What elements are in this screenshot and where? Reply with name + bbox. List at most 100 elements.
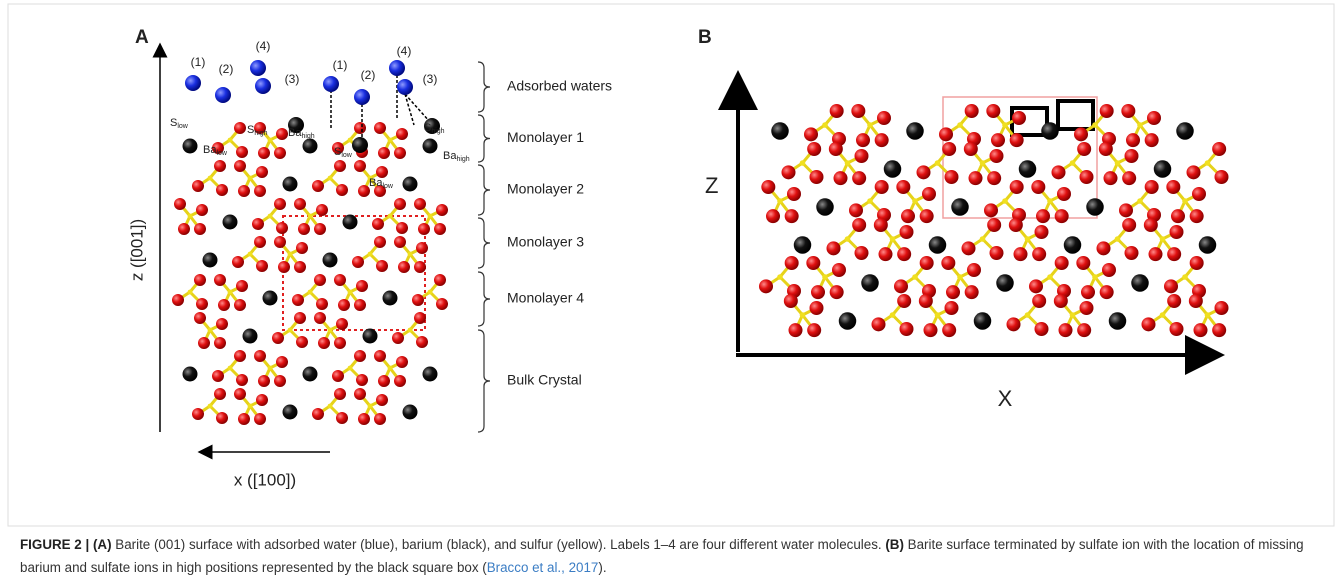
oxygen-atom <box>358 185 370 197</box>
sulfur-atom <box>777 198 783 204</box>
oxygen-atom <box>806 256 821 270</box>
oxygen-atom <box>1029 279 1043 294</box>
oxygen-atom <box>826 241 841 256</box>
oxygen-atom <box>989 149 1004 163</box>
oxygen-atom <box>216 184 228 196</box>
sulfur-atom <box>387 213 393 219</box>
oxygen-atom <box>394 198 406 210</box>
oxygen-atom <box>894 279 908 294</box>
barium-atom <box>1063 236 1082 254</box>
sulfur-atom <box>207 327 213 333</box>
sulfur-atom <box>777 274 783 280</box>
atom-label: Shigh <box>247 124 268 137</box>
oxygen-atom <box>354 388 366 400</box>
oxygen-atom <box>254 236 266 248</box>
oxygen-atom <box>1143 218 1158 232</box>
sulfur-atom <box>267 137 273 143</box>
barium-atom <box>771 122 789 140</box>
barium-atom <box>302 366 318 382</box>
oxygen-atom <box>256 394 268 406</box>
atom-subscript: low <box>382 183 393 190</box>
oxygen-atom <box>218 299 230 311</box>
oxygen-atom <box>1147 111 1161 125</box>
oxygen-atom <box>374 122 386 134</box>
oxygen-atom <box>1167 247 1182 262</box>
barium-atom <box>906 122 924 140</box>
oxygen-atom <box>276 128 288 140</box>
water-label: (3) <box>285 72 300 86</box>
caption-text: Barite surface terminated by sulfate ion… <box>20 537 1304 575</box>
oxygen-atom <box>214 337 226 349</box>
barium-atom <box>928 236 947 254</box>
atom-symbol: Ba <box>443 150 457 162</box>
oxygen-atom <box>1081 285 1095 300</box>
sulfur-atom <box>1069 160 1076 166</box>
sulfur-atom <box>1204 312 1211 318</box>
barium-atom <box>1198 236 1217 254</box>
oxygen-atom <box>314 223 326 235</box>
sulfur-atom <box>1114 160 1121 166</box>
barium-atom <box>1018 160 1037 178</box>
oxygen-atom <box>254 350 266 362</box>
oxygen-atom <box>398 261 410 273</box>
atom-symbol: S <box>334 146 341 158</box>
layer-label: Monolayer 4 <box>507 290 584 306</box>
oxygen-atom <box>1074 127 1088 142</box>
oxygen-atom <box>1054 209 1069 224</box>
atom-label: Balow <box>203 144 228 157</box>
atom-subscript: low <box>216 150 227 157</box>
oxygen-atom <box>922 187 936 201</box>
water-label: (4) <box>397 44 412 58</box>
sulfur-atom <box>1204 160 1211 166</box>
sulfur-atom <box>407 251 413 257</box>
oxygen-atom <box>274 198 286 210</box>
oxygen-atom <box>418 223 430 235</box>
atom-label: Shigh <box>424 122 445 135</box>
oxygen-atom <box>216 318 228 330</box>
barium-atom <box>1108 312 1127 330</box>
oxygen-atom <box>1144 180 1159 194</box>
oxygen-atom <box>1188 294 1203 308</box>
barium-atom <box>382 290 398 306</box>
oxygen-atom <box>766 209 780 224</box>
citation[interactable]: Bracco et al., 2017 <box>486 560 599 575</box>
barium-atom <box>342 214 358 230</box>
water-molecule <box>255 78 271 94</box>
oxygen-atom <box>1034 225 1049 239</box>
sulfur-atom <box>934 160 941 166</box>
oxygen-atom <box>1077 323 1092 338</box>
oxygen-atom <box>1008 218 1023 232</box>
sulfur-atom <box>247 403 253 409</box>
oxygen-atom <box>374 185 386 197</box>
oxygen-atom <box>1079 170 1094 184</box>
oxygen-atom <box>1212 142 1227 156</box>
barium-atom <box>838 312 857 330</box>
sulfur-atom <box>427 289 433 295</box>
oxygen-atom <box>854 149 869 163</box>
sulfur-atom <box>347 365 353 371</box>
oxygen-atom <box>877 111 891 125</box>
oxygen-atom <box>1076 256 1091 270</box>
oxygen-atom <box>256 166 268 178</box>
oxygen-atom <box>356 280 368 292</box>
oxygen-atom <box>354 160 366 172</box>
oxygen-atom <box>1013 247 1028 262</box>
oxygen-atom <box>272 332 284 344</box>
oxygen-atom <box>374 413 386 425</box>
atom-label: Slow <box>170 117 189 130</box>
oxygen-atom <box>1164 279 1178 294</box>
oxygen-atom <box>212 370 224 382</box>
oxygen-atom <box>856 133 870 148</box>
oxygen-atom <box>1096 241 1111 256</box>
barium-atom <box>1086 198 1104 216</box>
oxygen-atom <box>274 236 286 248</box>
oxygen-atom <box>336 412 348 424</box>
oxygen-atom <box>991 133 1005 148</box>
oxygen-atom <box>1186 165 1201 180</box>
barium-atom <box>424 118 440 134</box>
oxygen-atom <box>376 260 388 272</box>
oxygen-atom <box>809 301 824 315</box>
sulfur-atom <box>1002 198 1008 204</box>
atom-subscript: high <box>254 130 267 137</box>
oxygen-atom <box>871 317 886 332</box>
